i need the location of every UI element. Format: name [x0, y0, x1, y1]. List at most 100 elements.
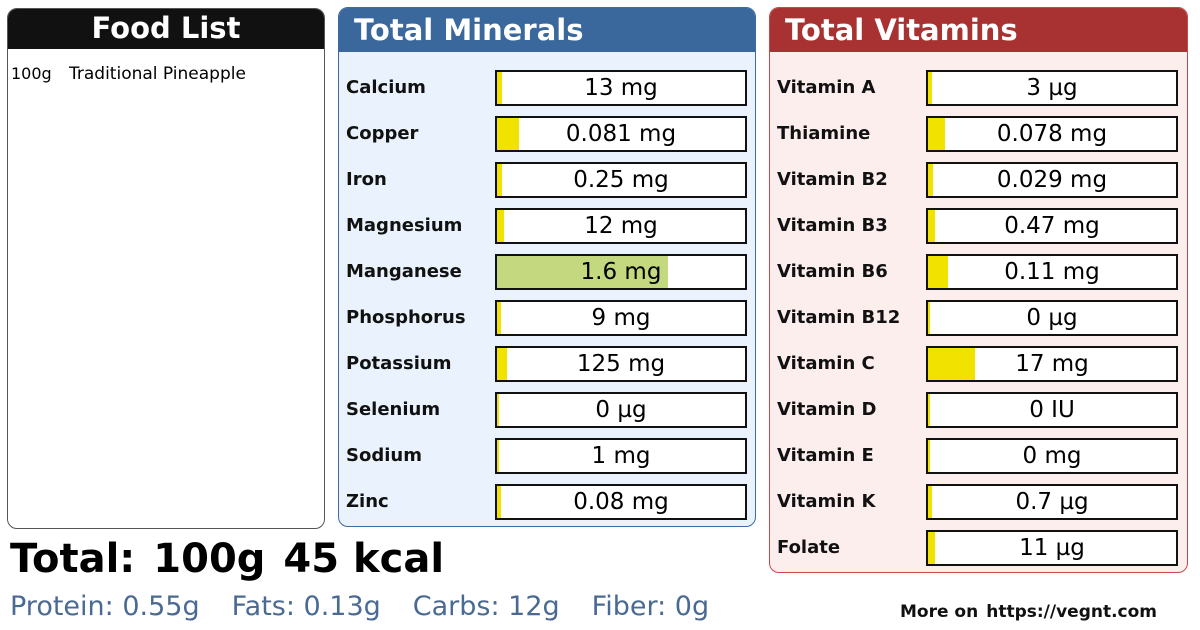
minerals-label: Manganese [346, 261, 462, 282]
minerals-label: Calcium [346, 77, 426, 98]
vitamins-panel: Total Vitamins Vitamin A 3 µg Thiamine 0.07… [769, 7, 1188, 573]
minerals-row-iron: Iron 0.25 mg [339, 162, 755, 198]
minerals-level-bar: 0.08 mg [495, 484, 747, 520]
vitamins-row-vitamin-b12: Vitamin B12 0 µg [770, 300, 1187, 336]
website-link[interactable]: https://vegnt.com [986, 602, 1158, 622]
minerals-row-phosphorus: Phosphorus 9 mg [339, 300, 755, 336]
vitamins-row-thiamine: Thiamine 0.078 mg [770, 116, 1187, 152]
minerals-level-fill [497, 486, 501, 518]
minerals-value: 12 mg [584, 213, 658, 239]
minerals-value: 13 mg [584, 75, 658, 101]
minerals-row-magnesium: Magnesium 12 mg [339, 208, 755, 244]
minerals-row-manganese: Manganese 1.6 mg [339, 254, 755, 290]
vitamins-label: Thiamine [777, 123, 871, 144]
minerals-label: Phosphorus [346, 307, 466, 328]
minerals-level-fill [497, 394, 499, 426]
minerals-level-bar: 9 mg [495, 300, 747, 336]
vitamins-label: Vitamin C [777, 353, 875, 374]
minerals-level-fill [497, 164, 502, 196]
minerals-level-bar: 125 mg [495, 346, 747, 382]
vitamins-label: Folate [777, 537, 841, 558]
minerals-level-fill [497, 72, 502, 104]
minerals-row-selenium: Selenium 0 µg [339, 392, 755, 428]
minerals-row-sodium: Sodium 1 mg [339, 438, 755, 474]
vitamins-value: 0.078 mg [996, 121, 1108, 147]
vitamins-level-bar: 11 µg [926, 530, 1178, 566]
vitamins-level-fill [928, 440, 930, 472]
minerals-value: 0.08 mg [573, 489, 669, 515]
vitamins-level-bar: 0.7 µg [926, 484, 1178, 520]
minerals-value: 9 mg [591, 305, 651, 331]
minerals-row-calcium: Calcium 13 mg [339, 70, 755, 106]
minerals-value: 0.081 mg [565, 121, 677, 147]
vitamins-value: 17 mg [1015, 351, 1089, 377]
vitamins-value: 0.029 mg [996, 167, 1108, 193]
protein-value: Protein: 0.55g [10, 591, 200, 622]
vitamins-label: Vitamin B2 [777, 169, 888, 190]
minerals-label: Copper [346, 123, 419, 144]
minerals-row-copper: Copper 0.081 mg [339, 116, 755, 152]
minerals-level-fill [497, 118, 520, 150]
minerals-value: 125 mg [576, 351, 666, 377]
vitamins-level-fill [928, 302, 930, 334]
vitamins-level-bar: 0 mg [926, 438, 1178, 474]
minerals-level-bar: 12 mg [495, 208, 747, 244]
vitamins-level-fill [928, 394, 930, 426]
vitamins-value: 0.11 mg [1004, 259, 1100, 285]
minerals-row-zinc: Zinc 0.08 mg [339, 484, 755, 520]
vitamins-value: 0 mg [1022, 443, 1082, 469]
vitamins-level-bar: 0.47 mg [926, 208, 1178, 244]
vitamins-level-bar: 0.078 mg [926, 116, 1178, 152]
vitamins-row-vitamin-a: Vitamin A 3 µg [770, 70, 1187, 106]
vitamins-level-fill [928, 164, 933, 196]
vitamins-row-vitamin-e: Vitamin E 0 mg [770, 438, 1187, 474]
vitamins-label: Vitamin B6 [777, 261, 888, 282]
vitamins-level-fill [928, 72, 932, 104]
minerals-level-bar: 0.081 mg [495, 116, 747, 152]
minerals-title: Total Minerals [339, 8, 755, 52]
vitamins-row-vitamin-b6: Vitamin B6 0.11 mg [770, 254, 1187, 290]
vitamins-row-vitamin-b3: Vitamin B3 0.47 mg [770, 208, 1187, 244]
minerals-label: Iron [346, 169, 387, 190]
carbs-value: Carbs: 12g [412, 591, 560, 622]
minerals-level-fill [497, 440, 499, 472]
food-list-title: Food List [8, 9, 324, 49]
minerals-level-bar: 13 mg [495, 70, 747, 106]
food-item-quantity: 100g [11, 64, 52, 83]
minerals-value: 0.25 mg [573, 167, 669, 193]
minerals-level-fill [497, 348, 507, 380]
minerals-level-fill [497, 210, 505, 242]
vitamins-level-bar: 3 µg [926, 70, 1178, 106]
vitamins-row-vitamin-k: Vitamin K 0.7 µg [770, 484, 1187, 520]
food-list-item[interactable]: 100g Traditional Pineapple [11, 64, 246, 84]
vitamins-level-fill [928, 486, 932, 518]
food-item-name: Traditional Pineapple [69, 64, 246, 84]
fiber-value: Fiber: 0g [591, 591, 710, 622]
vitamins-level-fill [928, 118, 946, 150]
minerals-level-bar: 1 mg [495, 438, 747, 474]
vitamins-level-bar: 0.11 mg [926, 254, 1178, 290]
minerals-label: Sodium [346, 445, 422, 466]
footer-more: More on https://vegnt.com [900, 602, 1157, 622]
total-summary: Total: 100g 45 kcal [10, 536, 462, 582]
more-label: More on [900, 602, 979, 622]
vitamins-level-fill [928, 210, 936, 242]
vitamins-level-fill [928, 532, 936, 564]
minerals-level-bar: 0.25 mg [495, 162, 747, 198]
vitamins-level-bar: 17 mg [926, 346, 1178, 382]
vitamins-label: Vitamin D [777, 399, 877, 420]
total-energy: 45 kcal [283, 536, 445, 582]
food-list-panel: Food List 100g Traditional Pineapple [7, 8, 325, 529]
vitamins-level-fill [928, 256, 948, 288]
vitamins-level-bar: 0 IU [926, 392, 1178, 428]
vitamins-value: 0.7 µg [1015, 489, 1089, 515]
vitamins-title: Total Vitamins [770, 8, 1187, 52]
total-label: Total: [10, 536, 136, 582]
vitamins-value: 0 µg [1026, 305, 1078, 331]
vitamins-level-bar: 0.029 mg [926, 162, 1178, 198]
minerals-row-potassium: Potassium 125 mg [339, 346, 755, 382]
fats-value: Fats: 0.13g [231, 591, 381, 622]
vitamins-row-vitamin-c: Vitamin C 17 mg [770, 346, 1187, 382]
minerals-value: 1.6 mg [580, 259, 662, 285]
minerals-level-fill [497, 256, 669, 288]
